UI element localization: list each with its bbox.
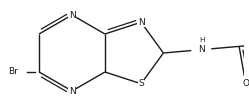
Text: O: O bbox=[242, 79, 249, 88]
Text: N: N bbox=[69, 87, 75, 96]
Text: Br: Br bbox=[8, 68, 18, 77]
Text: N: N bbox=[138, 18, 144, 27]
Text: H: H bbox=[199, 37, 205, 43]
Text: S: S bbox=[138, 79, 144, 88]
Text: N: N bbox=[69, 10, 75, 20]
Text: N: N bbox=[198, 45, 205, 54]
